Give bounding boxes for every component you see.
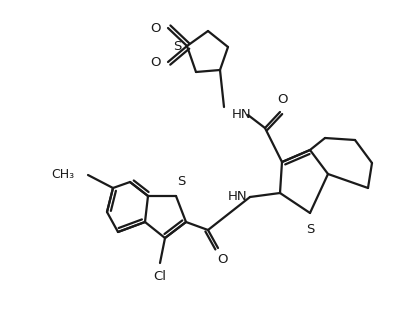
Text: S: S: [306, 223, 314, 236]
Text: Cl: Cl: [154, 270, 166, 283]
Text: O: O: [217, 253, 227, 266]
Text: HN: HN: [227, 190, 247, 204]
Text: O: O: [151, 21, 161, 35]
Text: S: S: [173, 39, 181, 53]
Text: S: S: [177, 175, 185, 188]
Text: O: O: [151, 56, 161, 68]
Text: CH₃: CH₃: [51, 168, 74, 182]
Text: HN: HN: [232, 109, 252, 121]
Text: O: O: [278, 93, 288, 106]
